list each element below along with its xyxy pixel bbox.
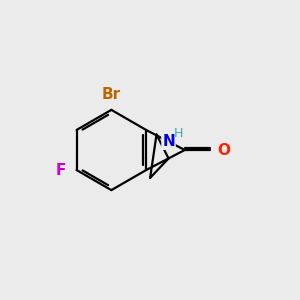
Text: N: N	[162, 134, 175, 149]
Text: F: F	[56, 163, 66, 178]
Text: O: O	[218, 142, 230, 158]
Text: Br: Br	[102, 87, 121, 102]
Text: H: H	[174, 127, 184, 140]
